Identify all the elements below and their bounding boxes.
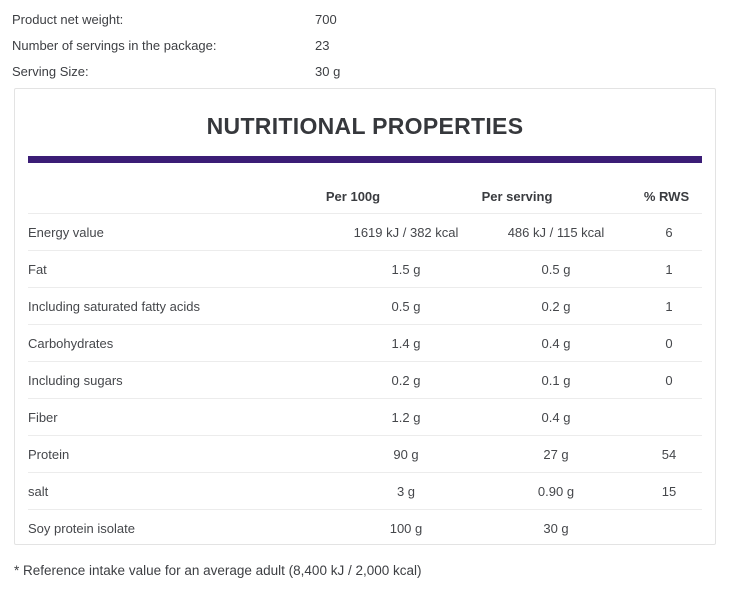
per-serving-cell: 30 g [543,520,569,536]
table-row: Protein 90 g 27 g 54 [28,435,702,472]
rws-cell: 1 [665,298,673,314]
rws-cell: 1 [665,261,673,277]
nutrient-name-cell: Energy value [28,224,104,240]
column-header-per-100g: Per 100g [325,188,381,204]
panel-title: NUTRITIONAL PROPERTIES [206,113,524,139]
spec-label: Number of servings in the package: [12,37,217,53]
per-serving-cell: 0.90 g [537,483,575,499]
per-serving-cell: 0.4 g [541,335,571,351]
product-specs: Product net weight: 700 Number of servin… [0,0,730,84]
per-100g-cell: 0.5 g [391,298,421,314]
reference-footnote: * Reference intake value for an average … [14,563,422,578]
per-serving-cell: 0.4 g [541,409,571,425]
spec-label: Product net weight: [12,11,124,27]
spec-value: 23 [315,37,330,53]
rws-cell: 15 [661,483,677,499]
nutrient-name-cell: Protein [28,446,70,462]
table-body: Energy value 1619 kJ / 382 kcal 486 kJ /… [28,213,702,546]
spec-label: Serving Size: [12,63,89,79]
table-header-row: Per 100g Per serving % RWS [28,163,702,213]
per-serving-cell: 0.5 g [541,261,571,277]
per-100g-cell: 1619 kJ / 382 kcal [353,224,459,240]
table-row: Including saturated fatty acids 0.5 g 0.… [28,287,702,324]
spec-value: 700 [315,11,337,27]
nutrient-name-cell: Fiber [28,409,58,425]
table-row: Soy protein isolate 100 g 30 g [28,509,702,546]
table-row: Energy value 1619 kJ / 382 kcal 486 kJ /… [28,213,702,250]
nutrition-panel-inner: NUTRITIONAL PROPERTIES Per 100g Per serv… [15,89,715,546]
rws-cell: 0 [665,372,673,388]
per-serving-cell: 0.2 g [541,298,571,314]
spec-row: Serving Size: 30 g [12,58,730,84]
table-row: Fat 1.5 g 0.5 g 1 [28,250,702,287]
table-row: Fiber 1.2 g 0.4 g [28,398,702,435]
table-row: Carbohydrates 1.4 g 0.4 g 0 [28,324,702,361]
per-100g-cell: 1.2 g [391,409,421,425]
nutrient-name-cell: Including sugars [28,372,123,388]
spec-row: Number of servings in the package: 23 [12,32,730,58]
nutrient-name-cell: Including saturated fatty acids [28,298,200,314]
nutrition-panel: NUTRITIONAL PROPERTIES Per 100g Per serv… [14,88,716,545]
column-header-rws: % RWS [643,188,690,204]
accent-divider [28,156,702,163]
spec-row: Product net weight: 700 [12,6,730,32]
per-100g-cell: 3 g [396,483,416,499]
nutrient-name-cell: Carbohydrates [28,335,114,351]
per-serving-cell: 486 kJ / 115 kcal [507,224,605,240]
per-100g-cell: 1.4 g [391,335,421,351]
rws-cell: 54 [661,446,677,462]
per-serving-cell: 27 g [543,446,569,462]
per-100g-cell: 90 g [393,446,419,462]
nutrient-name-cell: Soy protein isolate [28,520,135,536]
rws-cell: 0 [665,335,673,351]
per-100g-cell: 1.5 g [391,261,421,277]
table-row: Including sugars 0.2 g 0.1 g 0 [28,361,702,398]
nutrient-name-cell: salt [28,483,49,499]
spec-value: 30 g [315,63,341,79]
table-row: salt 3 g 0.90 g 15 [28,472,702,509]
column-header-per-serving: Per serving [481,188,553,204]
nutrient-name-cell: Fat [28,261,47,277]
rws-cell: 6 [665,224,673,240]
per-serving-cell: 0.1 g [541,372,571,388]
per-100g-cell: 100 g [389,520,423,536]
per-100g-cell: 0.2 g [391,372,421,388]
